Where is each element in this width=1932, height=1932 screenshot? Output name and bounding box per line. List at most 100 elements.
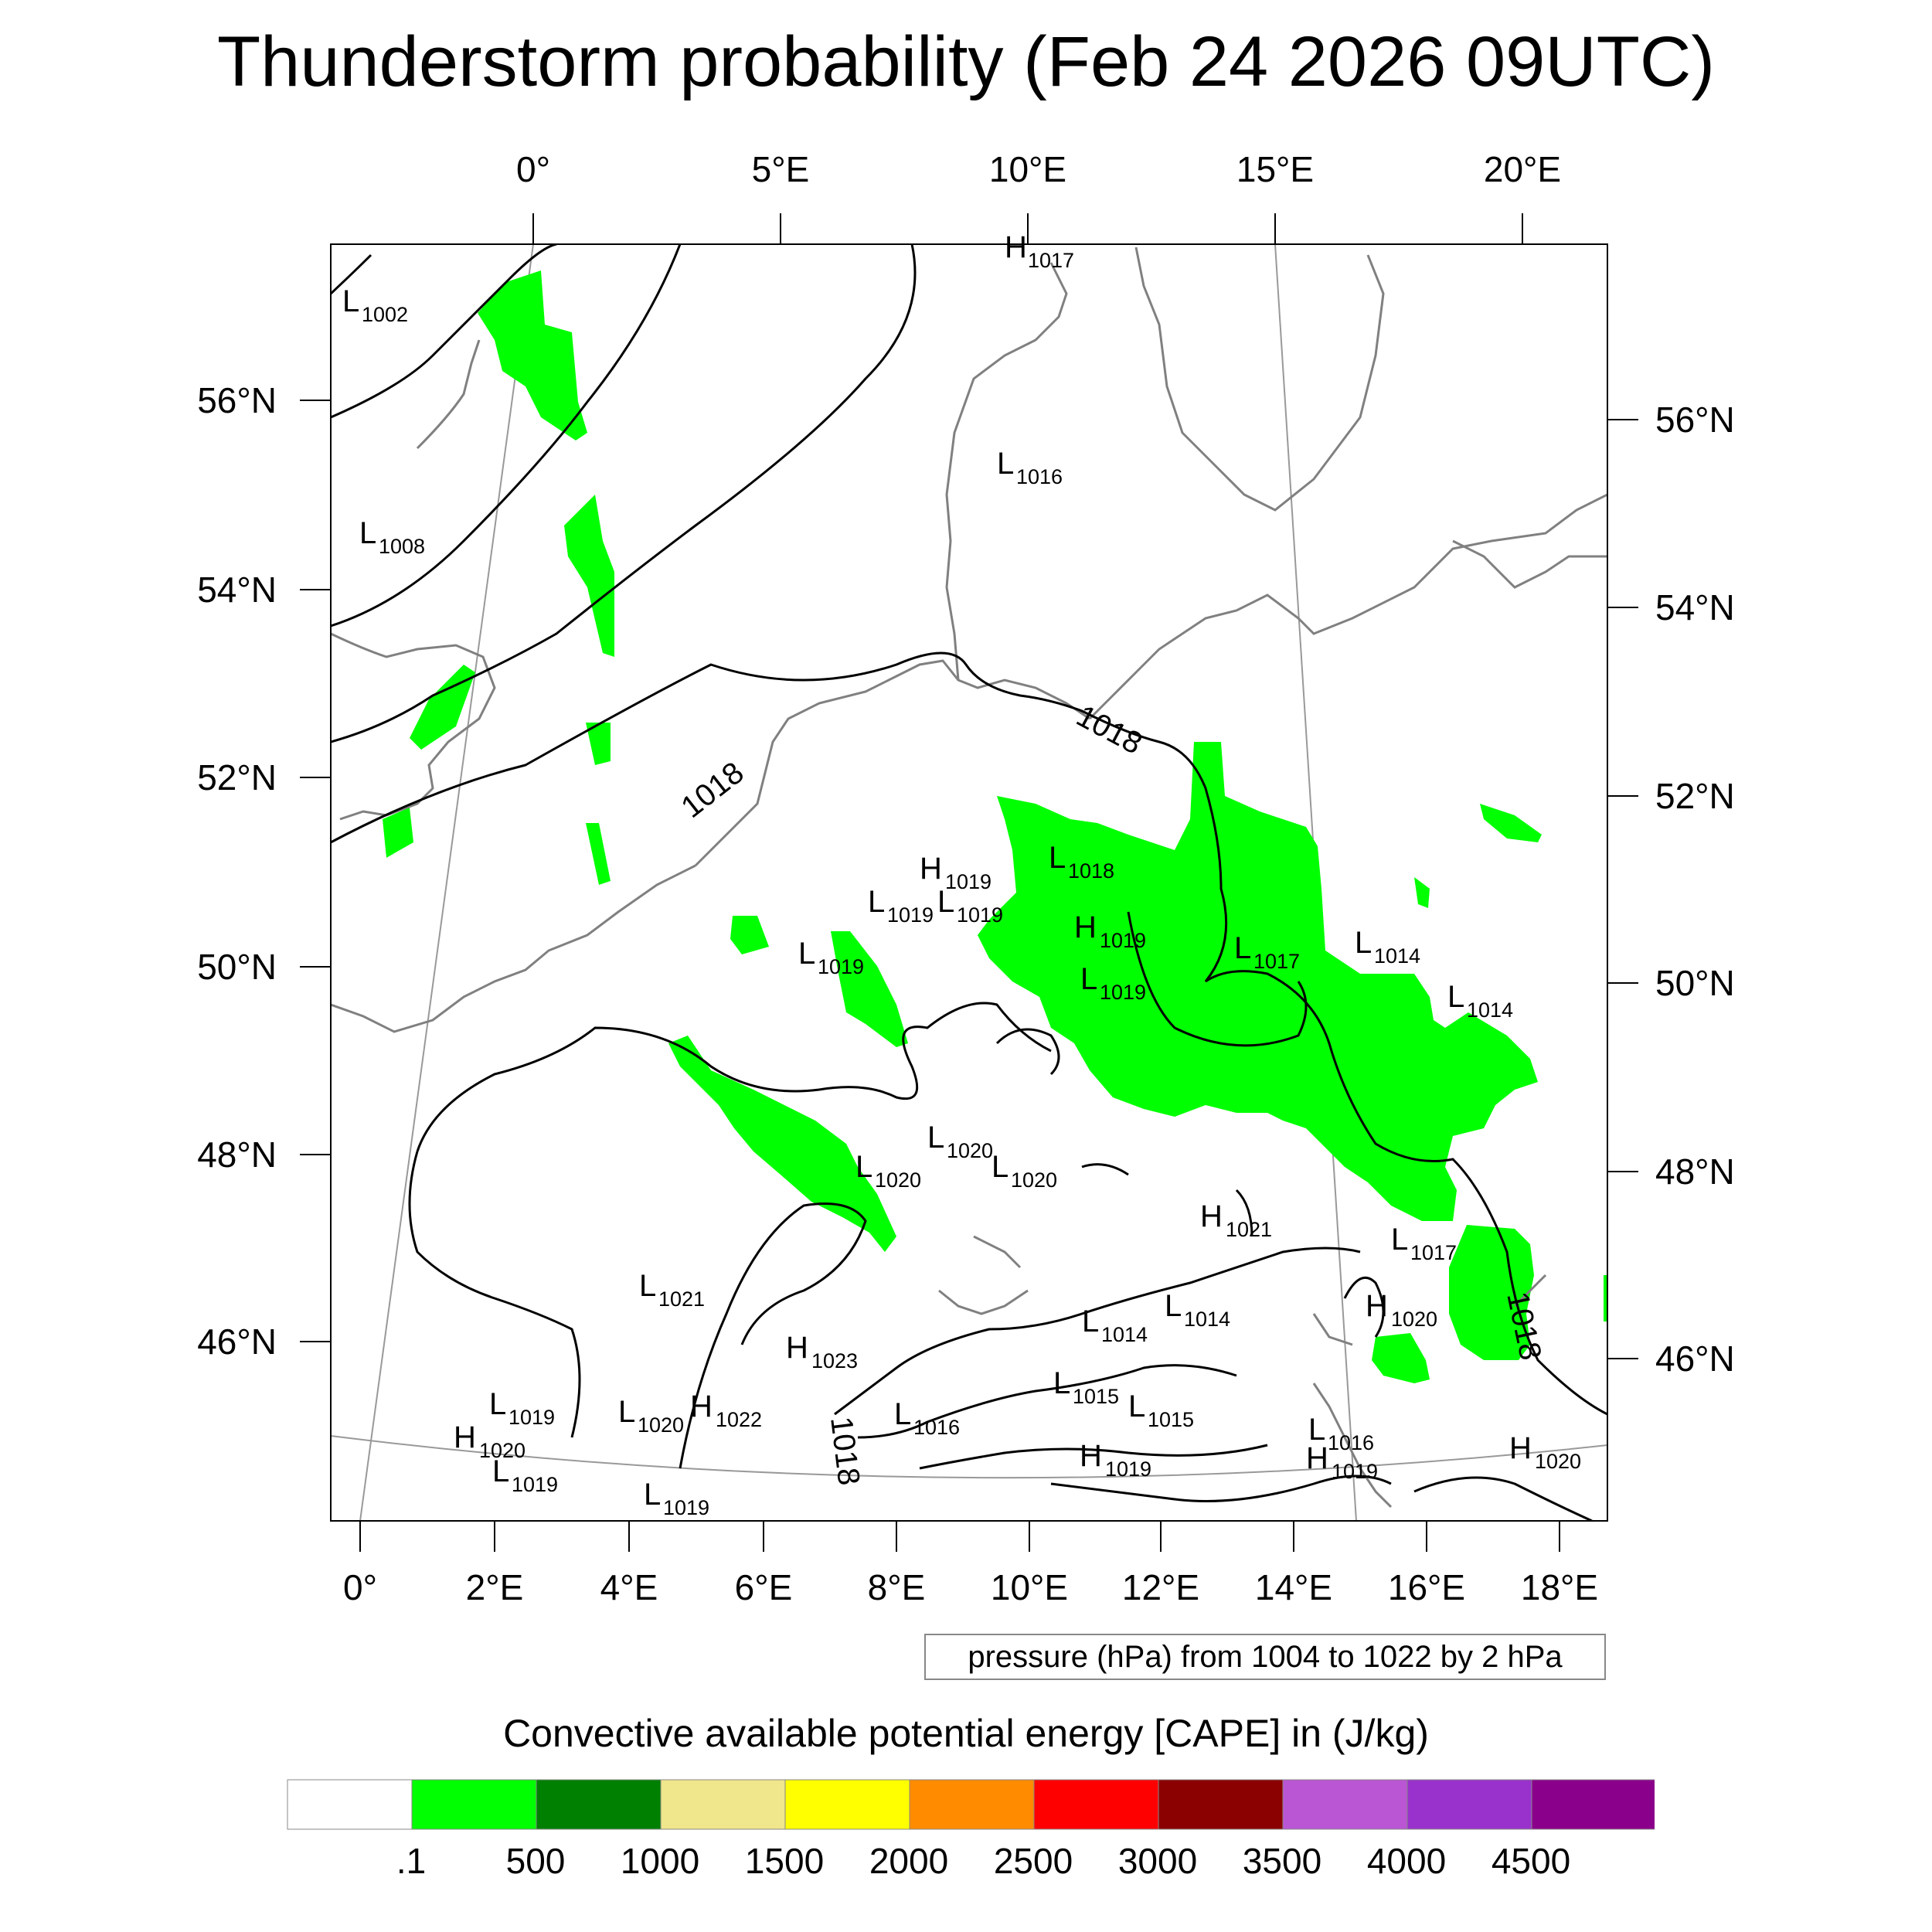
lon-label-top: 10°E (989, 149, 1066, 189)
bottom-longitude-labels: 0° 2°E 4°E 6°E 8°E 10°E 12°E 14°E 16°E 1… (343, 1567, 1598, 1607)
svg-text:1019: 1019 (957, 903, 1003, 927)
svg-text:L: L (342, 284, 359, 318)
svg-text:L: L (997, 447, 1014, 481)
colorbar-label: 3500 (1243, 1841, 1321, 1881)
contour-info-box: pressure (hPa) from 1004 to 1022 by 2 hP… (924, 1634, 1606, 1680)
chart-title: Thunderstorm probability (Feb 24 2026 09… (216, 22, 1716, 101)
svg-text:L: L (492, 1454, 509, 1488)
svg-text:1017: 1017 (1028, 249, 1074, 272)
cape-area-north-sea-3 (586, 723, 611, 765)
pressure-system-low: L 1015 (1053, 1366, 1119, 1408)
pressure-system-high: H 1020 (1366, 1289, 1437, 1331)
colorbar-label: 2500 (994, 1841, 1073, 1881)
svg-text:1019: 1019 (1100, 929, 1146, 952)
svg-text:H: H (1366, 1289, 1388, 1323)
svg-text:1020: 1020 (947, 1139, 993, 1162)
cape-area-north-sea-2 (564, 495, 614, 657)
svg-text:1017: 1017 (1253, 950, 1300, 973)
pressure-system-high: H 1019 (920, 852, 992, 893)
cape-area-croatia (1604, 1275, 1607, 1321)
colorbar-box (909, 1779, 1035, 1830)
pressure-system-high: H 1017 (1005, 230, 1074, 272)
svg-text:1020: 1020 (1391, 1308, 1437, 1331)
svg-text:L: L (855, 1150, 872, 1184)
svg-text:L: L (1082, 1304, 1099, 1338)
colorbar-label: 4500 (1492, 1841, 1570, 1881)
lon-label-bottom: 16°E (1388, 1567, 1465, 1607)
pressure-system-low: L 1014 (1165, 1289, 1230, 1331)
svg-text:1019: 1019 (1105, 1458, 1151, 1481)
lat-label-right: 52°N (1655, 776, 1735, 816)
svg-text:1015: 1015 (1073, 1385, 1119, 1408)
colorbar-box (411, 1779, 537, 1830)
pressure-system-high: H 1020 (1509, 1431, 1581, 1473)
svg-text:L: L (644, 1478, 661, 1512)
colorbar-box (1531, 1779, 1655, 1830)
svg-text:L: L (894, 1397, 911, 1431)
svg-text:L: L (1053, 1366, 1070, 1400)
colorbar-box (1282, 1779, 1408, 1830)
lon-label-bottom: 14°E (1255, 1567, 1332, 1607)
right-latitude-labels: 56°N 54°N 52°N 50°N 48°N 46°N (1655, 400, 1735, 1379)
svg-text:1008: 1008 (379, 535, 425, 558)
svg-text:H: H (454, 1420, 476, 1454)
pressure-system-high: H 1022 (690, 1389, 762, 1431)
pressure-system-low: L 1015 (1128, 1389, 1194, 1431)
svg-text:H: H (920, 852, 942, 886)
pressure-system-low: L 1020 (927, 1121, 993, 1162)
tick-marks (300, 213, 1638, 1552)
pressure-system-low: L 1020 (992, 1150, 1057, 1192)
lon-label-top: 0° (516, 149, 550, 189)
pressure-system-high: H 1021 (1200, 1199, 1272, 1241)
svg-text:1016: 1016 (913, 1416, 960, 1439)
lat-label-left: 46°N (197, 1321, 277, 1362)
lon-label-bottom: 4°E (600, 1567, 658, 1607)
lat-label-right: 54°N (1655, 587, 1735, 628)
cape-area-belgium (730, 916, 769, 954)
pressure-system-low: L 1017 (1234, 931, 1300, 973)
svg-text:L: L (1355, 926, 1372, 960)
svg-text:L: L (359, 516, 376, 550)
svg-text:1014: 1014 (1101, 1323, 1148, 1346)
lon-label-bottom: 12°E (1122, 1567, 1199, 1607)
colorbar-label: 500 (506, 1841, 566, 1881)
lat-label-left: 56°N (197, 380, 277, 420)
cape-area-germany (978, 742, 1538, 1221)
svg-text:L: L (1234, 931, 1251, 965)
svg-text:L: L (489, 1387, 506, 1421)
pressure-system-high: H 1019 (1080, 1439, 1151, 1481)
svg-text:1019: 1019 (1332, 1460, 1378, 1483)
pressure-system-low: L 1014 (1355, 926, 1420, 968)
plot-frame (330, 243, 1608, 1522)
svg-text:H: H (1074, 910, 1097, 944)
svg-text:L: L (618, 1395, 635, 1429)
pressure-systems: H 1017 L 1002 L 1008 L 1016 H 1019 L 1018 L 101… (342, 230, 1581, 1519)
colorbar-box (784, 1779, 910, 1830)
svg-text:L: L (1080, 962, 1097, 996)
svg-text:L: L (868, 885, 885, 919)
top-longitude-labels: 0° 5°E 10°E 15°E 20°E (516, 149, 1561, 189)
colorbar-label: 2000 (869, 1841, 948, 1881)
pressure-system-low: L 1002 (342, 284, 408, 326)
lon-label-top: 5°E (752, 149, 810, 189)
svg-text:1019: 1019 (1100, 981, 1146, 1004)
lon-label-bottom: 18°E (1521, 1567, 1598, 1607)
lon-label-bottom: 8°E (868, 1567, 926, 1607)
pressure-system-low: L 1016 (1308, 1413, 1374, 1454)
colorbar-labels: .1 500 1000 1500 2000 2500 3000 3500 400… (396, 1841, 1570, 1881)
cape-area-austria-hungary (1449, 1225, 1534, 1360)
pressure-system-high: H 1019 (1306, 1441, 1378, 1483)
lat-label-right: 56°N (1655, 400, 1735, 440)
svg-text:H: H (1005, 230, 1027, 264)
svg-text:1014: 1014 (1184, 1308, 1230, 1331)
colorbar-label: 3000 (1118, 1841, 1197, 1881)
svg-text:H: H (1200, 1199, 1223, 1233)
pressure-system-low: L 1020 (855, 1150, 921, 1192)
lat-label-left: 50°N (197, 947, 277, 987)
pressure-system-low: L 1008 (359, 516, 425, 558)
svg-text:L: L (1308, 1413, 1325, 1447)
pressure-system-high: H 1019 (1074, 910, 1146, 952)
svg-text:1018: 1018 (1068, 859, 1114, 883)
colorbar-box (660, 1779, 786, 1830)
